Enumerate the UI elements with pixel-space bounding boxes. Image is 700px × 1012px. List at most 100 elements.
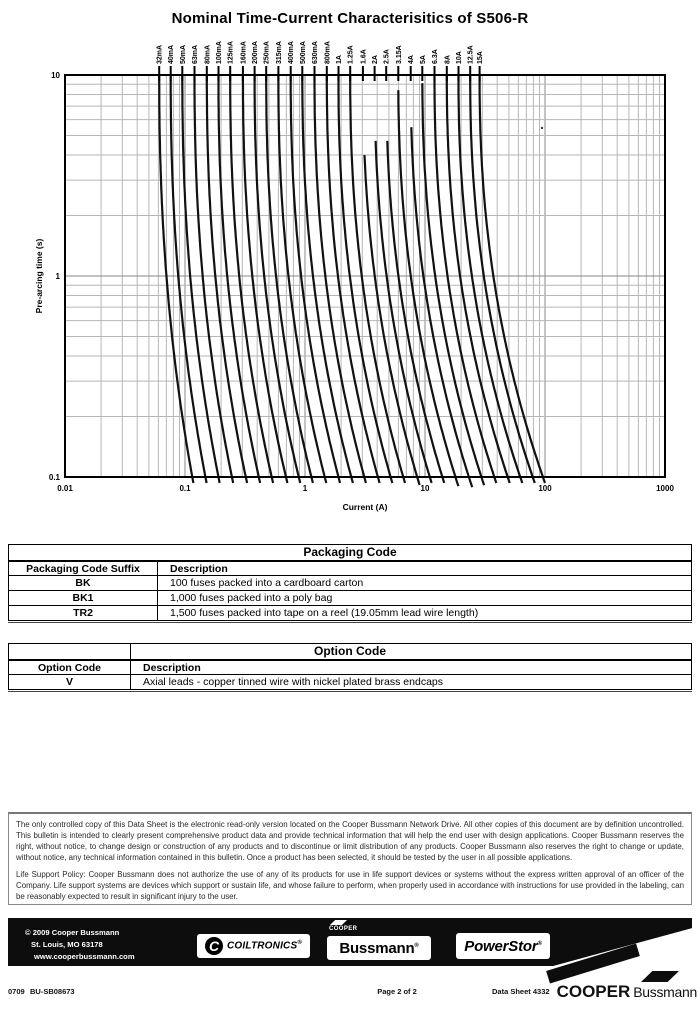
fuse-curve-6.3A <box>433 75 498 484</box>
fuse-curve-630mA <box>313 75 367 484</box>
table-row: BK1 1,000 fuses packed into a poly bag <box>9 590 691 605</box>
x-tick-label: 0.1 <box>179 484 191 493</box>
page-footer-line: 0709 BU-SB08673 Page 2 of 2 Data Sheet 4… <box>0 982 700 1001</box>
fuse-curve-200mA <box>253 75 302 484</box>
curve-label-5A: 5A <box>420 55 427 64</box>
packaging-code-cell: BK1 <box>9 591 158 605</box>
curve-label-1.6A: 1.6A <box>360 49 367 64</box>
curve-label-1A: 1A <box>336 55 343 64</box>
fuse-curve-3.15A <box>397 90 460 487</box>
curve-label-8A: 8A <box>444 55 451 64</box>
curve-label-32mA: 32mA <box>157 45 164 64</box>
cooper-swoosh-icon <box>641 971 679 982</box>
curve-label-2A: 2A <box>372 55 379 64</box>
powerstor-logo: PowerStor® <box>456 933 550 959</box>
table-row: V Axial leads - copper tinned wire with … <box>9 674 691 689</box>
curve-label-12.5A: 12.5A <box>468 45 475 64</box>
table-end-rule <box>8 622 692 623</box>
website-line: www.cooperbussmann.com <box>34 952 135 961</box>
curve-label-1.25A: 1.25A <box>348 45 355 64</box>
packaging-description-cell: 1,000 fuses packed into a poly bag <box>170 592 333 604</box>
packaging-code-cell: TR2 <box>9 606 158 620</box>
packaging-table-header-row: Packaging Code Suffix Description <box>9 560 691 575</box>
cooper-wordmark: COOPER <box>556 982 631 1001</box>
curve-label-4A: 4A <box>408 55 415 64</box>
fuse-curve-10A <box>457 75 524 484</box>
curve-label-500mA: 500mA <box>300 41 307 64</box>
bussmann-wordmark: Bussmann® <box>339 939 419 957</box>
bussmann-wordmark-right: Bussmann <box>633 984 697 1000</box>
fuse-curve-125mA <box>229 75 275 484</box>
x-tick-label: 1 <box>303 484 308 493</box>
option-header-code: Option Code <box>9 661 131 674</box>
curve-label-3.15A: 3.15A <box>396 45 403 64</box>
fuse-curve-500mA <box>301 75 354 484</box>
legal-paragraph-controlled-copy: The only controlled copy of this Data Sh… <box>16 820 684 862</box>
document-code: BU-SB08673 <box>30 987 75 996</box>
datasheet-number: Data Sheet 4332 <box>492 987 550 996</box>
plot-border <box>64 74 666 478</box>
coiltronics-c-icon: C <box>205 937 223 955</box>
curve-label-200mA: 200mA <box>252 41 259 64</box>
option-table-header-row: Option Code Description <box>9 659 691 674</box>
curve-label-10A: 10A <box>456 51 463 64</box>
footer-brand-bar: © 2009 Cooper Bussmann St. Louis, MO 631… <box>8 918 692 966</box>
curve-label-40mA: 40mA <box>168 45 175 64</box>
packaging-table-title-row: Packaging Code <box>9 545 691 560</box>
y-tick-label: 10 <box>51 71 60 80</box>
option-description-cell: Axial leads - copper tinned wire with ni… <box>143 676 443 688</box>
bussmann-logo: Bussmann® <box>327 936 431 960</box>
fuse-curve-250mA <box>265 75 314 484</box>
copyright-block: © 2009 Cooper Bussmann St. Louis, MO 631… <box>25 927 135 963</box>
packaging-table-title: Packaging Code <box>303 545 397 559</box>
option-code-table: Option Code Option Code Description V Ax… <box>8 643 692 690</box>
fuse-curve-315mA <box>277 75 328 484</box>
fuse-curve-12.5A <box>469 75 536 484</box>
address-line: St. Louis, MO 63178 <box>31 940 103 949</box>
legal-notice-box: The only controlled copy of this Data Sh… <box>8 812 692 905</box>
fuse-curve-400mA <box>289 75 342 484</box>
table-end-rule <box>8 691 692 692</box>
option-table-title: Option Code <box>314 644 386 658</box>
x-tick-label: 10 <box>421 484 430 493</box>
x-tick-label: 0.01 <box>57 484 73 493</box>
fuse-curve-1A <box>337 75 394 484</box>
fuse-curve-50mA <box>181 75 221 484</box>
y-tick-label: 1 <box>56 272 61 281</box>
x-axis-title: Current (A) <box>343 502 388 512</box>
fuse-curve-1.25A <box>349 75 407 484</box>
curve-label-400mA: 400mA <box>288 41 295 64</box>
print-artifact-dot <box>540 126 544 130</box>
table-row: TR2 1,500 fuses packed into tape on a re… <box>9 605 691 620</box>
curve-label-15A: 15A <box>477 51 484 64</box>
packaging-header-suffix: Packaging Code Suffix <box>9 562 158 575</box>
option-header-description: Description <box>143 662 201 674</box>
fuse-curve-5A <box>421 83 486 486</box>
fuse-curve-80mA <box>205 75 249 484</box>
time-current-chart: 32mA 40mA 50mA 63mA 80mA 100mA 125mA 160mA 200mA… <box>34 41 674 512</box>
fuse-curve-32mA <box>158 75 195 484</box>
option-table-title-row: Option Code <box>9 644 691 659</box>
legal-paragraph-life-support: Life Support Policy: Cooper Bussmann doe… <box>16 870 684 901</box>
option-code-cell: V <box>9 675 131 689</box>
curve-label-250mA: 250mA <box>264 41 271 64</box>
fuse-curve-100mA <box>217 75 262 484</box>
curve-label-63mA: 63mA <box>192 45 199 64</box>
bussmann-swoosh-icon <box>330 920 347 925</box>
curve-label-125mA: 125mA <box>228 41 235 64</box>
page-title: Nominal Time-Current Characterisitics of… <box>171 10 529 27</box>
bussmann-cooper-label: COOPER <box>329 926 358 932</box>
curve-label-315mA: 315mA <box>276 41 283 64</box>
table-row: BK 100 fuses packed into a cardboard car… <box>9 575 691 590</box>
curve-label-630mA: 630mA <box>312 41 319 64</box>
x-tick-label: 1000 <box>656 484 674 493</box>
fuse-curve-40mA <box>169 75 208 484</box>
y-axis-title: Pre-arcing time (s) <box>34 239 44 314</box>
revision-code: 0709 <box>8 987 25 996</box>
fuse-curve-2A <box>374 140 433 484</box>
curve-label-160mA: 160mA <box>240 41 247 64</box>
curve-label-6.3A: 6.3A <box>432 49 439 64</box>
curve-label-80mA: 80mA <box>204 45 211 64</box>
fuse-curve-4A <box>410 127 474 488</box>
